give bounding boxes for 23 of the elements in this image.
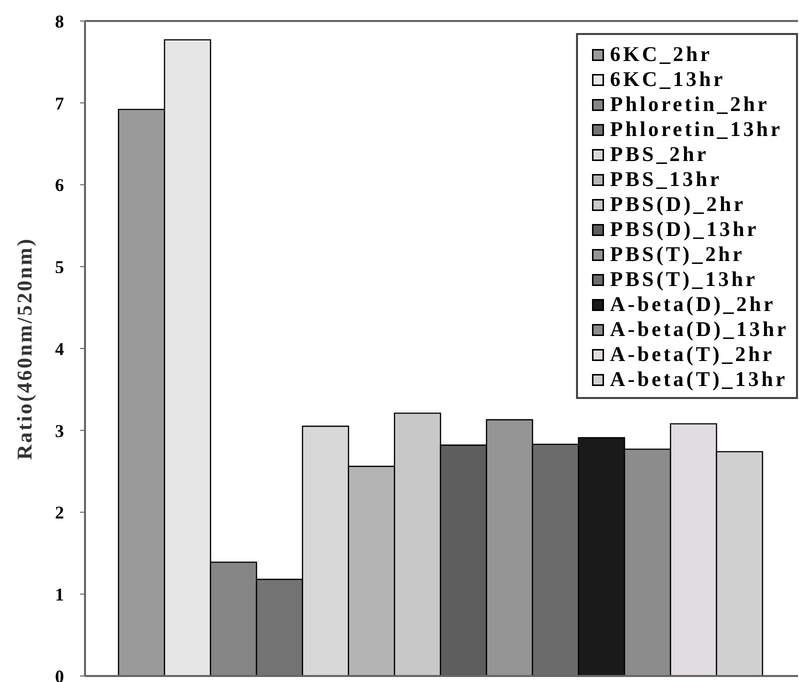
y-tick-label: 2 xyxy=(55,502,64,523)
legend-label: Phloretin_2hr xyxy=(610,92,770,117)
legend-label: A-beta(T)_13hr xyxy=(610,367,788,392)
y-axis-title: Ratio(460nm/520nm) xyxy=(12,237,36,460)
legend-label: PBS(T)_2hr xyxy=(610,242,745,267)
y-tick-label: 3 xyxy=(55,420,64,441)
legend-label: 6KC_2hr xyxy=(610,42,712,67)
legend-label: PBS(D)_13hr xyxy=(610,217,759,242)
y-tick-label: 8 xyxy=(55,11,64,32)
legend-label: PBS_2hr xyxy=(610,142,709,167)
legend-label: 6KC_13hr xyxy=(610,67,726,92)
y-tick-label: 4 xyxy=(55,338,64,359)
legend-label: PBS(T)_13hr xyxy=(610,267,758,292)
y-tick-label: 6 xyxy=(55,175,64,196)
y-tick-label: 5 xyxy=(55,257,64,278)
legend-label: A-beta(D)_2hr xyxy=(610,292,776,317)
y-tick-label: 1 xyxy=(55,584,64,605)
legend-label: A-beta(D)_13hr xyxy=(610,317,789,342)
legend-label: Phloretin_13hr xyxy=(610,117,783,142)
legend-label: A-beta(T)_2hr xyxy=(610,342,774,367)
y-tick-label: 7 xyxy=(55,93,64,114)
legend-label: PBS(D)_2hr xyxy=(610,192,746,217)
legend-label: PBS_13hr xyxy=(610,167,722,192)
